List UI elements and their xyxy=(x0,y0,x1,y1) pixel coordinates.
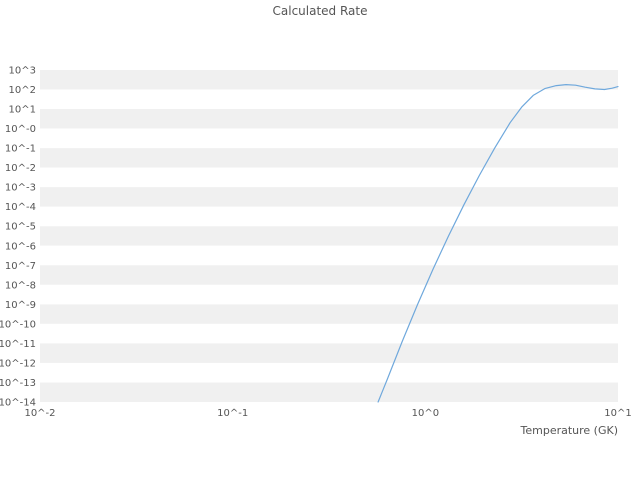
grid-band xyxy=(40,343,618,363)
x-tick-label: 10^-2 xyxy=(24,408,55,419)
y-tick-label: 10^-3 xyxy=(5,183,36,194)
x-axis-label: Temperature (GK) xyxy=(520,424,619,437)
y-tick-label: 10^-5 xyxy=(5,222,36,233)
grid-band xyxy=(40,187,618,207)
grid-band xyxy=(40,323,618,344)
y-tick-label: 10^-10 xyxy=(0,319,36,330)
grid-band xyxy=(40,265,618,285)
y-tick-label: 10^-7 xyxy=(5,261,36,272)
y-tick-label: 10^-9 xyxy=(5,300,36,311)
grid-band xyxy=(40,89,618,110)
grid-band xyxy=(40,245,618,266)
x-tick-label: 10^0 xyxy=(412,408,439,419)
grid-band xyxy=(40,382,618,402)
grid-band xyxy=(40,304,618,324)
grid-band xyxy=(40,362,618,383)
grid-band xyxy=(40,206,618,227)
grid-band xyxy=(40,226,618,246)
y-tick-label: 10^-13 xyxy=(0,378,36,389)
chart-title: Calculated Rate xyxy=(272,4,368,18)
grid-band xyxy=(40,128,618,149)
y-tick-label: 10^-0 xyxy=(5,124,36,135)
y-tick-label: 10^3 xyxy=(9,66,36,77)
grid-band xyxy=(40,148,618,168)
grid-band xyxy=(40,284,618,305)
x-tick-label: 10^-1 xyxy=(217,408,248,419)
calculated-rate-curve xyxy=(377,83,619,403)
x-tick-label: 10^1 xyxy=(604,408,631,419)
y-tick-label: 10^1 xyxy=(9,105,36,116)
grid-band xyxy=(40,167,618,188)
y-tick-label: 10^-2 xyxy=(5,163,36,174)
y-tick-label: 10^-11 xyxy=(0,339,36,350)
y-tick-label: 10^-14 xyxy=(0,398,36,409)
y-tick-label: 10^-6 xyxy=(5,241,36,252)
y-tick-label: 10^-4 xyxy=(5,202,36,213)
grid-band xyxy=(40,109,618,129)
y-tick-label: 10^-1 xyxy=(5,144,36,155)
y-tick-label: 10^-12 xyxy=(0,358,36,369)
y-tick-label: 10^-8 xyxy=(5,280,36,291)
grid-band xyxy=(40,70,618,90)
y-tick-label: 10^2 xyxy=(9,85,36,96)
